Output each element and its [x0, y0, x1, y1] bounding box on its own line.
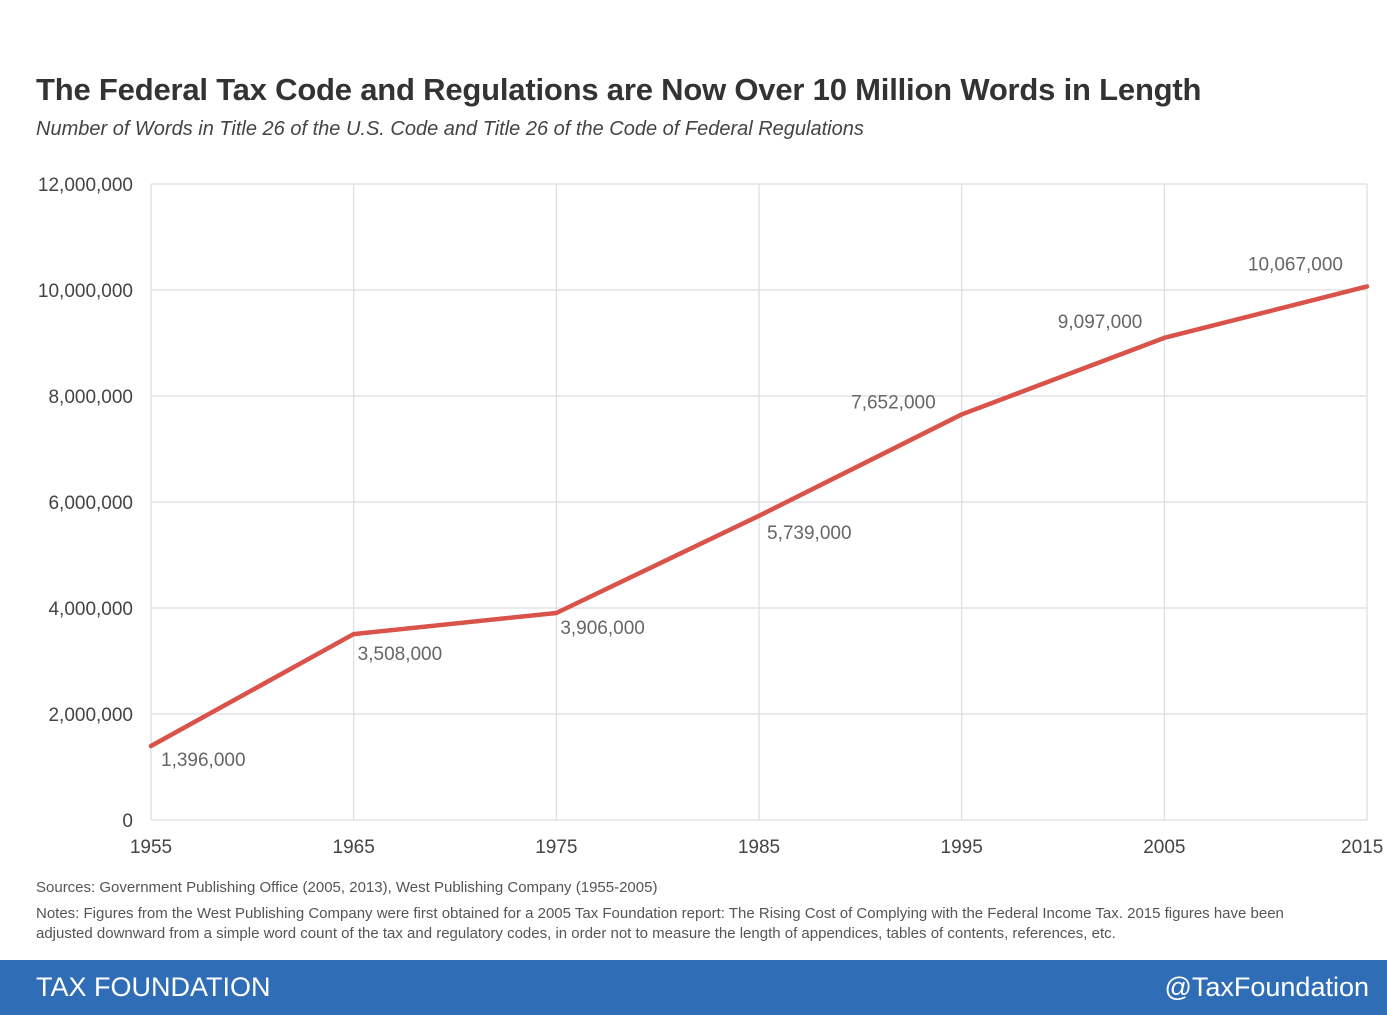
x-tick-label: 2015 [1341, 837, 1383, 858]
y-tick-label: 4,000,000 [48, 599, 133, 620]
x-tick-label: 1995 [941, 837, 983, 858]
brand-name: TAX FOUNDATION [36, 972, 271, 1002]
data-label: 10,067,000 [1248, 254, 1343, 275]
y-tick-label: 10,000,000 [38, 281, 133, 302]
footer-bar: TAX FOUNDATION @TaxFoundation [0, 960, 1387, 1015]
x-axis-ticks: 1955 1965 1975 1985 1995 2005 2015 [130, 837, 1383, 858]
x-tick-label: 1985 [738, 837, 780, 858]
y-tick-label: 2,000,000 [48, 705, 133, 726]
social-handle-link[interactable]: @TaxFoundation [1164, 972, 1369, 1002]
data-label: 1,396,000 [161, 750, 246, 771]
chart-subtitle: Number of Words in Title 26 of the U.S. … [36, 118, 864, 140]
chart-title: The Federal Tax Code and Regulations are… [36, 72, 1202, 107]
grid-lines [150, 183, 1368, 821]
x-tick-label: 1955 [130, 837, 172, 858]
x-tick-label: 2005 [1143, 837, 1185, 858]
data-label: 3,906,000 [560, 618, 645, 639]
sources-note: Sources: Government Publishing Office (2… [36, 879, 658, 896]
y-axis-ticks: 0 2,000,000 4,000,000 6,000,000 8,000,000 10,… [38, 175, 133, 832]
data-labels: 1,396,000 3,508,000 3,906,000 5,739,000 7,65… [161, 254, 1343, 771]
y-tick-label: 8,000,000 [48, 387, 133, 408]
data-label: 7,652,000 [851, 392, 936, 413]
data-label: 5,739,000 [767, 523, 852, 544]
data-label: 9,097,000 [1058, 312, 1143, 333]
methodology-note: Notes: Figures from the West Publishing … [36, 905, 1284, 942]
y-tick-label: 0 [122, 811, 133, 832]
series-layer [148, 284, 1370, 749]
x-tick-label: 1975 [535, 837, 577, 858]
x-tick-label: 1965 [333, 837, 375, 858]
y-tick-label: 12,000,000 [38, 175, 133, 196]
y-tick-label: 6,000,000 [48, 493, 133, 514]
series-line [148, 284, 1370, 749]
data-label: 3,508,000 [358, 644, 443, 665]
